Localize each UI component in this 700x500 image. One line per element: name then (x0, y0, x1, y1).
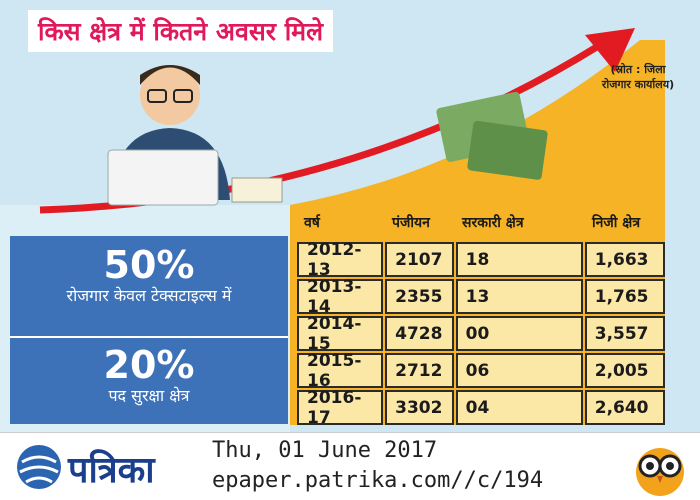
table-cell: 04 (455, 390, 583, 425)
stats-panel: 50% रोजगार केवल टेक्सटाइल्स में 20% पद स… (10, 236, 288, 424)
laptop (107, 149, 219, 206)
brand: पत्रिका (68, 449, 155, 491)
date: Thu, 01 June 2017 (212, 438, 438, 463)
arrow-head (585, 28, 635, 72)
stat-label: रोजगार केवल टेक्सटाइल्स में (66, 286, 232, 305)
stat-label: पद सुरक्षा क्षेत्र (108, 386, 190, 405)
table-cell: 2013-14 (297, 277, 384, 317)
glasses (173, 89, 193, 103)
table-cell: 2,640 (584, 390, 665, 425)
header-cell: निजी क्षेत्र (592, 215, 641, 231)
header-row: वर्ष पंजीयन सरकारी क्षेत्र निजी क्षेत्र (296, 204, 666, 241)
table-row: 2012-13 2107 18 1,663 (296, 240, 666, 280)
data-table: वर्ष पंजीयन सरकारी क्षेत्र निजी क्षेत्र 2012… (296, 204, 666, 428)
table-cell: 1,765 (584, 279, 665, 314)
table-row: 2013-14 2355 13 1,765 (296, 277, 666, 317)
table-cell: 1,663 (584, 242, 665, 277)
url: epaper.patrika.com//c/194 (212, 468, 544, 493)
glasses (147, 89, 167, 103)
money (467, 120, 548, 180)
table-cell: 2355 (385, 279, 454, 314)
source-note: (स्रोत : जिला रोजगार कार्यालय) (601, 63, 675, 91)
person-head (140, 65, 200, 125)
footer (0, 432, 700, 500)
person-hair (140, 65, 200, 85)
table-cell: 18 (455, 242, 583, 277)
papers (231, 177, 283, 203)
table-cell: 3302 (385, 390, 454, 425)
header-cell: सरकारी क्षेत्र (462, 215, 524, 231)
table-cell: 2016-17 (297, 388, 384, 428)
table-cell: 2712 (385, 353, 454, 388)
header-cell: पंजीयन (392, 215, 430, 231)
owl-mascot (636, 448, 684, 496)
stat: 50% रोजगार केवल टेक्सटाइल्स में (10, 244, 288, 306)
table-cell: 06 (455, 353, 583, 388)
table-cell: 3,557 (584, 316, 665, 351)
table-cell: 13 (455, 279, 583, 314)
title: किस क्षेत्र में कितने अवसर मिले (28, 10, 334, 52)
stat-value: 50% (103, 243, 195, 287)
header-cell: वर्ष (304, 215, 320, 231)
logo-icon (17, 445, 61, 489)
divider (10, 336, 288, 338)
table-cell: 2012-13 (297, 240, 384, 280)
table-body: 2012-13 2107 18 1,663 2013-14 2355 13 1,765 2014… (296, 240, 666, 428)
stat: 20% पद सुरक्षा क्षेत्र (10, 344, 288, 406)
table-cell: 4728 (385, 316, 454, 351)
table-row: 2014-15 4728 00 3,557 (296, 314, 666, 354)
table-cell: 00 (455, 316, 583, 351)
table-row: 2016-17 3302 04 2,640 (296, 388, 666, 428)
table-cell: 2015-16 (297, 351, 384, 391)
table-cell: 2,005 (584, 353, 665, 388)
stat-value: 20% (103, 343, 195, 387)
table-row: 2015-16 2712 06 2,005 (296, 351, 666, 391)
table-cell: 2014-15 (297, 314, 384, 354)
table-cell: 2107 (385, 242, 454, 277)
